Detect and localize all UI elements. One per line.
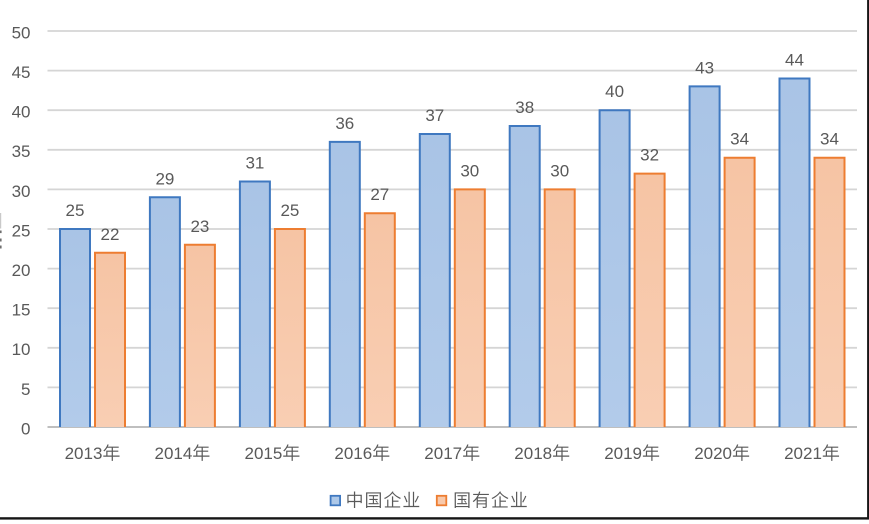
svg-text:50: 50	[12, 23, 31, 42]
svg-text:0: 0	[21, 419, 30, 438]
svg-text:2013: 2013	[65, 444, 103, 463]
svg-text:5: 5	[21, 380, 30, 399]
svg-text:22: 22	[101, 225, 120, 244]
svg-text:23: 23	[190, 217, 209, 236]
svg-text:31: 31	[245, 154, 264, 173]
svg-text:30: 30	[460, 161, 479, 180]
svg-text:2019: 2019	[604, 444, 642, 463]
svg-text:30: 30	[12, 182, 31, 201]
svg-text:20: 20	[12, 261, 31, 280]
svg-text:34: 34	[730, 130, 749, 149]
svg-text:2016: 2016	[334, 444, 372, 463]
svg-text:44: 44	[785, 51, 804, 70]
svg-text:40: 40	[12, 103, 31, 122]
svg-text:45: 45	[12, 63, 31, 82]
svg-text:2018: 2018	[514, 444, 552, 463]
svg-text:2017: 2017	[424, 444, 462, 463]
svg-text:40: 40	[605, 82, 624, 101]
svg-text:27: 27	[370, 185, 389, 204]
svg-text:37: 37	[425, 106, 444, 125]
svg-text:30: 30	[550, 161, 569, 180]
svg-text:35: 35	[12, 142, 31, 161]
svg-text:43: 43	[695, 58, 714, 77]
svg-text:25: 25	[66, 201, 85, 220]
svg-text:38: 38	[515, 98, 534, 117]
svg-text:2015: 2015	[245, 444, 283, 463]
svg-text:34: 34	[820, 130, 839, 149]
svg-text:32: 32	[640, 146, 659, 165]
svg-text:29: 29	[155, 169, 174, 188]
svg-text:25: 25	[12, 221, 31, 240]
svg-text:2021: 2021	[784, 444, 822, 463]
svg-text:2020: 2020	[694, 444, 732, 463]
svg-text:10: 10	[12, 340, 31, 359]
svg-text:36: 36	[335, 114, 354, 133]
svg-text:2014: 2014	[155, 444, 193, 463]
svg-text:25: 25	[280, 201, 299, 220]
svg-text:15: 15	[12, 301, 31, 320]
